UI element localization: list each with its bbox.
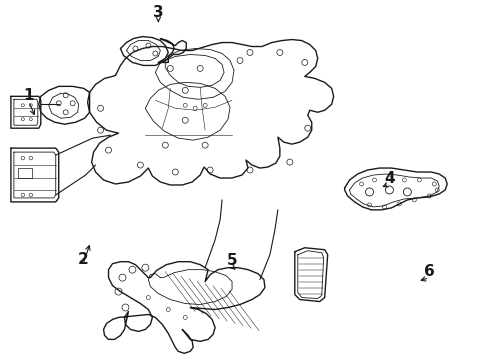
Bar: [18, 168, 32, 178]
Text: 5: 5: [227, 253, 237, 268]
Text: 3: 3: [153, 5, 164, 20]
Text: 1: 1: [24, 88, 34, 103]
Text: 6: 6: [424, 264, 435, 279]
Text: 4: 4: [384, 171, 395, 185]
Text: 2: 2: [77, 252, 88, 267]
